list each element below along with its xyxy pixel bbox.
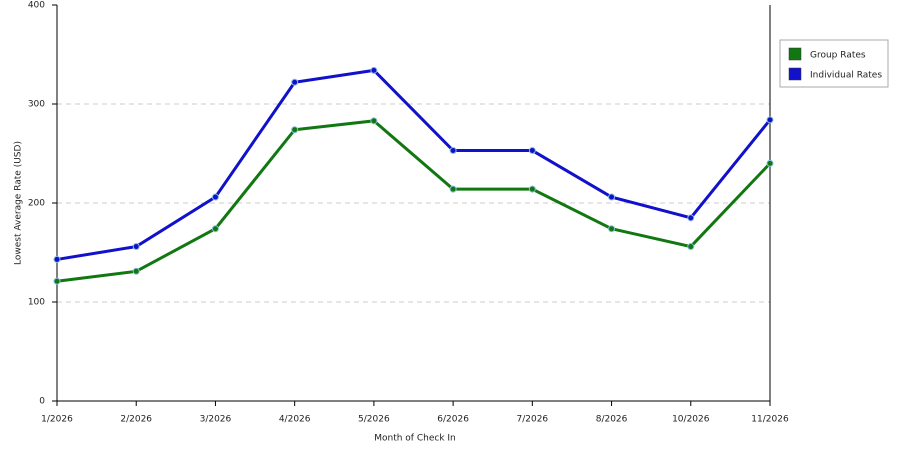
point <box>608 225 616 233</box>
x-tick-label: 11/2026 <box>751 415 789 425</box>
x-tick-label: 5/2026 <box>358 415 390 425</box>
point <box>370 117 378 125</box>
x-tick-label: 8/2026 <box>596 415 628 425</box>
point <box>766 159 774 167</box>
point <box>687 243 695 251</box>
x-tick-label: 10/2026 <box>672 415 710 425</box>
x-tick-label: 4/2026 <box>279 415 311 425</box>
point <box>449 147 457 155</box>
legend-swatch <box>788 47 802 61</box>
y-tick-label: 0 <box>39 397 45 407</box>
y-tick-label: 200 <box>28 199 45 209</box>
point <box>528 147 536 155</box>
legend-label: Individual Rates <box>810 71 882 81</box>
point <box>53 255 61 263</box>
point <box>608 193 616 201</box>
series-line <box>56 68 772 261</box>
x-tick-label: 6/2026 <box>437 415 469 425</box>
point <box>291 126 299 134</box>
x-axis-label: Month of Check In <box>374 434 456 444</box>
point <box>528 185 536 193</box>
point <box>766 116 774 124</box>
x-tick-label: 3/2026 <box>200 415 232 425</box>
point <box>449 185 457 193</box>
point <box>132 267 140 275</box>
series-line <box>56 119 772 283</box>
point <box>132 243 140 251</box>
x-tick-label: 2/2026 <box>120 415 152 425</box>
x-tick-label: 1/2026 <box>41 415 73 425</box>
y-tick-label: 100 <box>28 298 45 308</box>
y-tick-label: 400 <box>28 1 45 11</box>
point <box>291 78 299 86</box>
y-axis-label: Lowest Average Rate (USD) <box>14 141 24 265</box>
legend-label: Group Rates <box>810 51 866 61</box>
y-tick-label: 300 <box>28 100 45 110</box>
point <box>211 193 219 201</box>
legend-swatch <box>788 67 802 81</box>
point <box>687 214 695 222</box>
point <box>53 277 61 285</box>
point <box>211 225 219 233</box>
x-tick-label: 7/2026 <box>516 415 548 425</box>
point <box>370 66 378 74</box>
